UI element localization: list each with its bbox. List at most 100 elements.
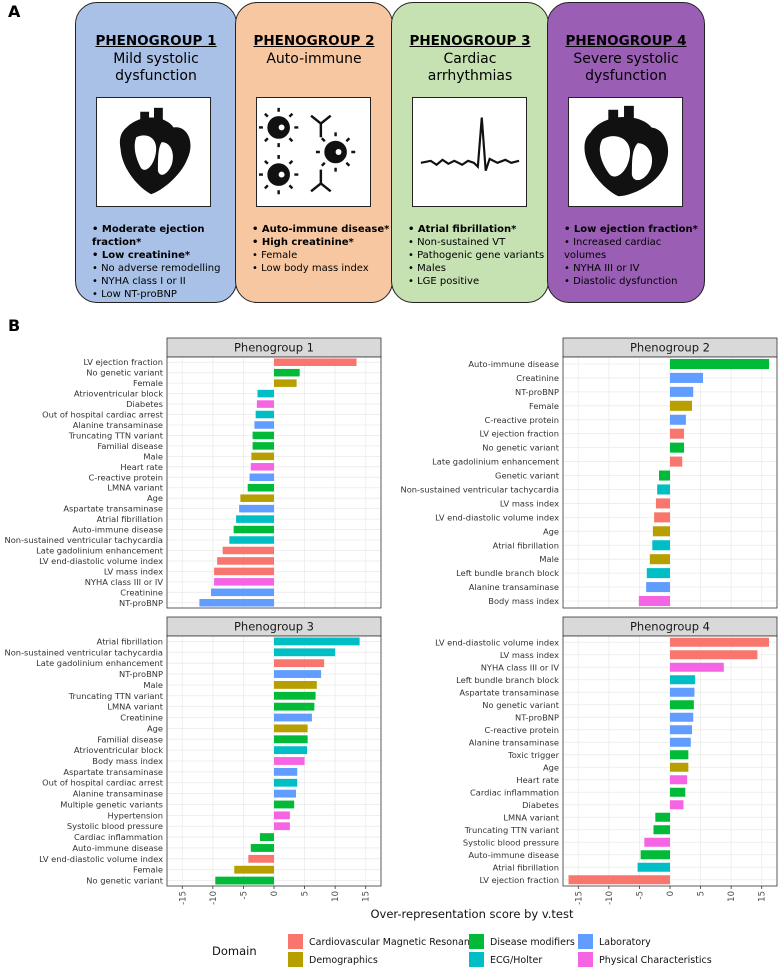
y-tick-label: LMNA variant [503, 812, 559, 822]
phenogroup-subtitle: Severe systolic dysfunction [573, 51, 679, 84]
y-tick-label: Atrial fibrillation [493, 862, 559, 872]
bar [211, 588, 274, 597]
x-tick-label: -15 [178, 891, 188, 905]
y-tick-label: Creatinine [516, 373, 559, 383]
y-tick-label: Auto-immune disease [72, 843, 163, 853]
y-tick-label: LV end-diastolic volume index [435, 637, 559, 647]
x-tick-label: -5 [635, 891, 645, 899]
bar [670, 737, 691, 747]
y-tick-label: Multiple genetic variants [60, 799, 163, 809]
y-tick-label: Systolic blood pressure [67, 821, 163, 831]
y-tick-label: Male [143, 680, 163, 690]
bullet: Moderate ejection fraction* [92, 223, 236, 249]
y-tick-label: Female [133, 865, 163, 875]
y-tick-label: No genetic variant [482, 443, 559, 453]
bar [274, 811, 290, 820]
y-tick-label: LV ejection fraction [479, 875, 559, 885]
y-tick-label: Aspartate transaminase [459, 687, 559, 697]
y-tick-label: Hypertension [107, 810, 163, 820]
y-tick-label: LV end-diastolic volume index [435, 512, 559, 522]
bar [646, 568, 670, 579]
bar [670, 637, 770, 647]
bar [274, 648, 336, 657]
illustration [96, 97, 211, 207]
y-tick-label: Diabetes [522, 800, 559, 810]
bar [274, 767, 298, 776]
y-tick-label: Male [539, 554, 559, 564]
phenogroup-subtitle: Cardiac arrhythmias [427, 51, 513, 84]
bar [657, 484, 670, 495]
phenogroup-title: PHENOGROUP 2 [253, 33, 375, 49]
bar [247, 483, 274, 492]
y-tick-label: Cardiac inflammation [470, 787, 559, 797]
facet-title: Phenogroup 2 [630, 341, 710, 355]
phenogroup-subtitle: Mild systolic dysfunction [113, 51, 199, 84]
bullet-list: Low ejection fraction*Increased cardiac … [564, 223, 704, 288]
x-tick-label: 15 [758, 891, 768, 902]
y-tick-label: Truncating TTN variant [464, 825, 560, 835]
legend-swatch [469, 934, 484, 949]
y-tick-label: Truncating TTN variant [68, 430, 164, 440]
bar [274, 379, 297, 387]
x-tick-label: -15 [574, 891, 584, 905]
y-tick-label: Systolic blood pressure [463, 837, 559, 847]
x-tick-label: 5 [697, 891, 707, 896]
bar [670, 712, 694, 722]
x-tick-label: -5 [239, 891, 249, 899]
legend-swatch [578, 934, 593, 949]
phenogroup-box: PHENOGROUP 2 Auto-immune Auto-immune disea… [235, 2, 393, 303]
bar [236, 515, 274, 523]
y-tick-label: NT-proBNP [515, 387, 559, 397]
bullet: Low creatinine* [92, 249, 236, 262]
bar [274, 670, 322, 678]
bar [250, 844, 274, 852]
panel-label: B [8, 316, 21, 335]
y-tick-label: No genetic variant [86, 368, 163, 378]
bullet: LGE positive [408, 275, 544, 288]
bar [233, 525, 274, 534]
bar [670, 787, 686, 797]
bullet: Auto-immune disease* [252, 223, 389, 236]
y-tick-label: Age [147, 493, 163, 503]
x-tick-label: 10 [727, 891, 737, 902]
y-tick-label: Age [543, 762, 559, 772]
y-tick-label: Diabetes [126, 399, 163, 409]
phenogroup-box: PHENOGROUP 4 Severe systolic dysfunction L… [547, 2, 705, 303]
bar [670, 650, 758, 660]
bar [655, 812, 670, 822]
bar [274, 800, 295, 809]
illustration [412, 97, 527, 207]
phenogroup-box: PHENOGROUP 3 Cardiac arrhythmias Atrial fi… [391, 2, 549, 303]
bar [670, 386, 694, 397]
legend-label: ECG/Holter [490, 955, 542, 966]
bullet: Increased cardiac volumes [564, 236, 704, 262]
bar [215, 876, 274, 885]
y-tick-label: Non-sustained ventricular tachycardia [401, 484, 559, 494]
y-tick-label: Left bundle branch block [456, 568, 559, 578]
bar [655, 498, 670, 509]
y-tick-label: NYHA class III or IV [85, 577, 164, 587]
bar [274, 713, 312, 722]
y-tick-label: Atrioventricular block [74, 745, 163, 755]
bar [217, 557, 274, 565]
bar [252, 442, 274, 450]
bar [670, 372, 704, 383]
bar [658, 470, 670, 481]
bar [254, 421, 274, 429]
phenogroup-box: PHENOGROUP 1 Mild systolic dysfunction Mod… [75, 2, 237, 303]
phenogroup-title: PHENOGROUP 4 [565, 33, 687, 49]
bar [670, 750, 689, 760]
facet-title: Phenogroup 3 [234, 620, 314, 634]
bar [199, 599, 274, 607]
y-tick-label: Male [143, 451, 163, 461]
y-tick-label: Female [133, 378, 163, 388]
y-tick-label: Late gadolinium enhancement [36, 545, 164, 555]
bar [568, 875, 670, 885]
y-tick-label: Toxic trigger [507, 750, 559, 760]
bar [670, 428, 685, 439]
legend-label: Cardiovascular Magnetic Resonance [309, 937, 481, 948]
x-tick-label: -10 [605, 891, 615, 905]
bar [274, 724, 308, 733]
